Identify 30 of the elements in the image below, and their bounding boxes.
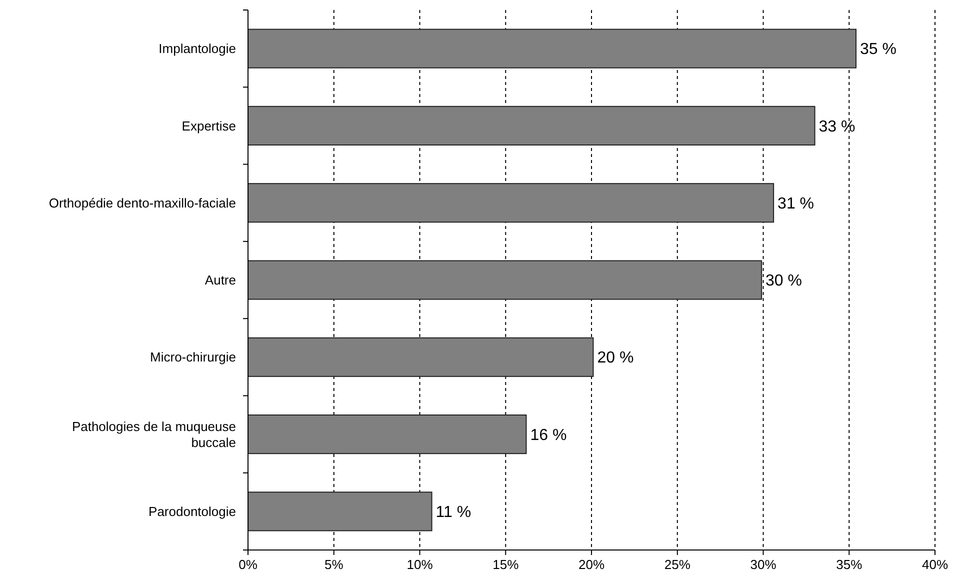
y-tick-label: Expertise [182, 118, 236, 134]
data-label: 33 % [818, 118, 856, 136]
x-tick-label: 40% [922, 557, 948, 572]
data-label: 35 % [860, 41, 896, 58]
x-tick-label: 30% [750, 557, 777, 572]
x-tick-label: 10% [406, 557, 434, 572]
y-tick-label: Autre [204, 272, 236, 288]
bar [248, 183, 774, 223]
y-tick-label: Orthopédie dento-maxillo-faciale [48, 195, 236, 210]
x-tick-label: 15% [492, 557, 520, 572]
data-label: 11 % [436, 504, 472, 522]
bar [248, 492, 432, 532]
data-label: 16 % [530, 426, 567, 444]
x-tick-label: 35% [836, 557, 863, 572]
x-tick-label: 20% [578, 557, 605, 572]
data-label: 20 % [597, 350, 634, 367]
bar [248, 106, 816, 146]
y-tick-label: Parodontologie [148, 504, 236, 519]
bar [248, 337, 594, 377]
bar [248, 260, 762, 300]
y-tick-label: Implantologie [158, 41, 236, 56]
y-tick-label: Pathologies de la muqueuse buccale [72, 418, 236, 450]
x-tick-label: 5% [324, 557, 344, 572]
data-label: 30 % [766, 272, 802, 290]
y-tick-label: Micro-chirurgie [150, 350, 236, 365]
bar [248, 414, 527, 454]
x-tick-label: 25% [664, 557, 691, 572]
bar [248, 28, 856, 68]
x-tick-label: 0% [238, 557, 258, 572]
data-label: 31 % [778, 195, 814, 212]
